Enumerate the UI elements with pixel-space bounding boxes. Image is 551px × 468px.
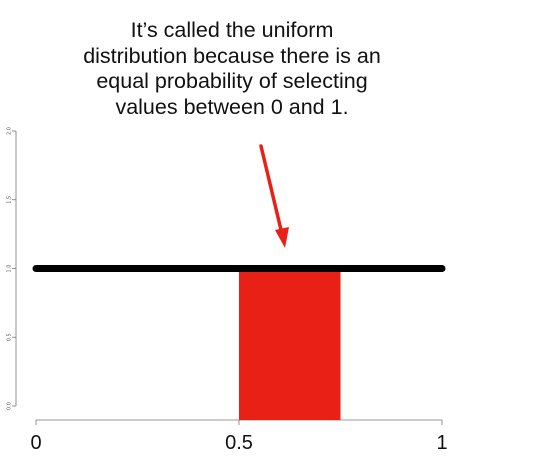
y-tick-label: 2.0	[7, 127, 13, 135]
annotation-line: values between 0 and 1.	[115, 94, 349, 119]
x-tick-label: 0.5	[225, 432, 253, 454]
annotation-arrow-head	[275, 227, 289, 248]
annotation-line: equal probability of selecting	[96, 69, 368, 93]
y-tick-label: 1.5	[7, 196, 13, 204]
x-tick-label: 1	[436, 432, 447, 454]
y-tick-label: 1.0	[7, 265, 13, 273]
x-tick-label: 0	[30, 432, 41, 454]
y-tick-label: 0.0	[7, 402, 13, 410]
shaded-region	[239, 268, 341, 420]
y-tick-label: 0.5	[7, 333, 13, 341]
annotation-text: It’s called the uniform distribution bec…	[40, 18, 424, 120]
annotation-line: It’s called the uniform	[130, 18, 334, 42]
annotation-arrow	[259, 144, 284, 236]
annotation-line: distribution because there is an	[83, 43, 381, 68]
